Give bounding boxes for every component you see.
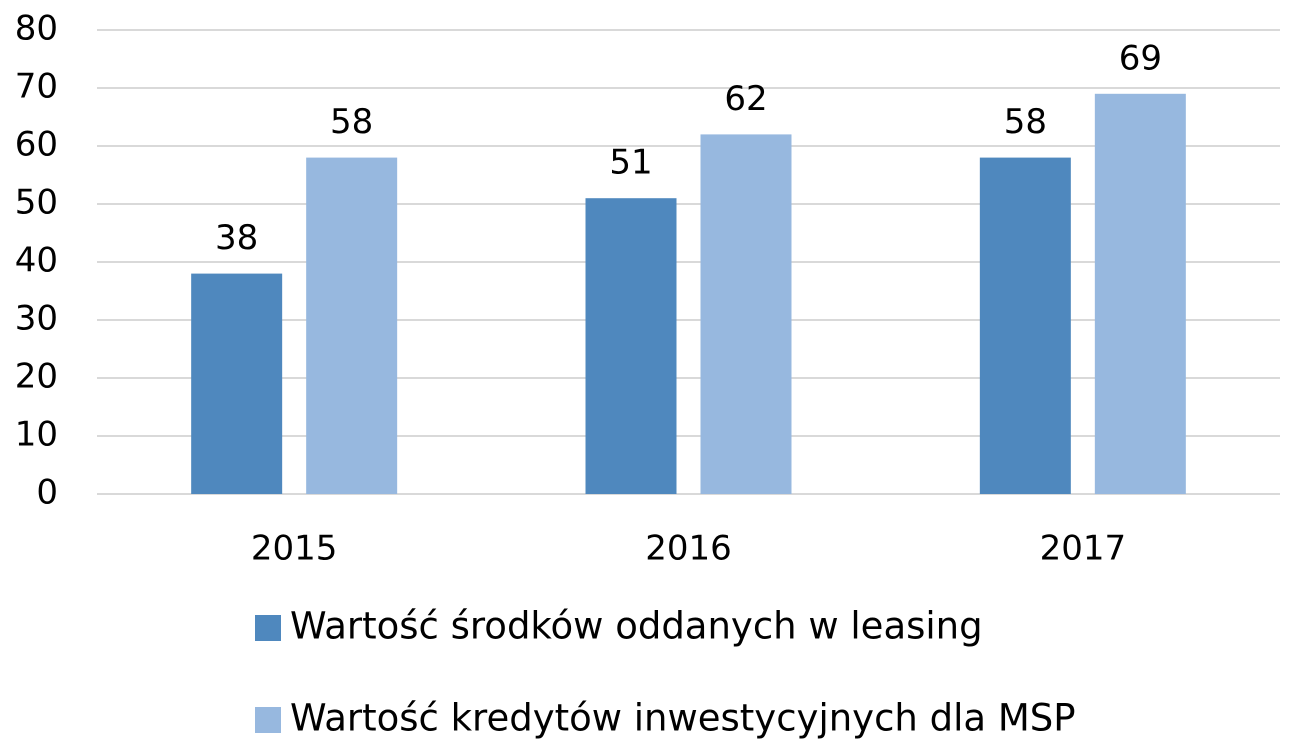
y-tick-label: 50 <box>15 183 58 223</box>
y-tick-label: 60 <box>15 125 58 165</box>
data-label: 58 <box>330 102 373 142</box>
data-label: 51 <box>609 143 652 183</box>
bar <box>979 157 1071 494</box>
data-label: 38 <box>215 218 258 258</box>
bar <box>700 134 792 494</box>
x-tick-label: 2017 <box>1040 529 1127 569</box>
y-tick-label: 80 <box>15 9 58 49</box>
y-tick-label: 70 <box>15 67 58 107</box>
data-label: 58 <box>1004 102 1047 142</box>
x-tick-label: 2016 <box>645 529 732 569</box>
data-label: 69 <box>1119 38 1162 78</box>
y-tick-label: 20 <box>15 357 58 397</box>
y-tick-label: 40 <box>15 241 58 281</box>
bar <box>585 198 677 494</box>
y-tick-label: 0 <box>36 473 58 513</box>
legend-swatch <box>255 615 281 641</box>
bar <box>1094 93 1186 495</box>
bar <box>191 273 283 494</box>
x-tick-label: 2015 <box>251 529 338 569</box>
data-label: 62 <box>724 79 767 119</box>
legend-label: Wartość środków oddanych w leasing <box>290 605 983 648</box>
legend-swatch <box>255 707 281 733</box>
y-tick-label: 10 <box>15 415 58 455</box>
y-tick-label: 30 <box>15 299 58 339</box>
bar <box>306 157 398 494</box>
legend-label: Wartość kredytów inwestycyjnych dla MSP <box>290 697 1076 740</box>
